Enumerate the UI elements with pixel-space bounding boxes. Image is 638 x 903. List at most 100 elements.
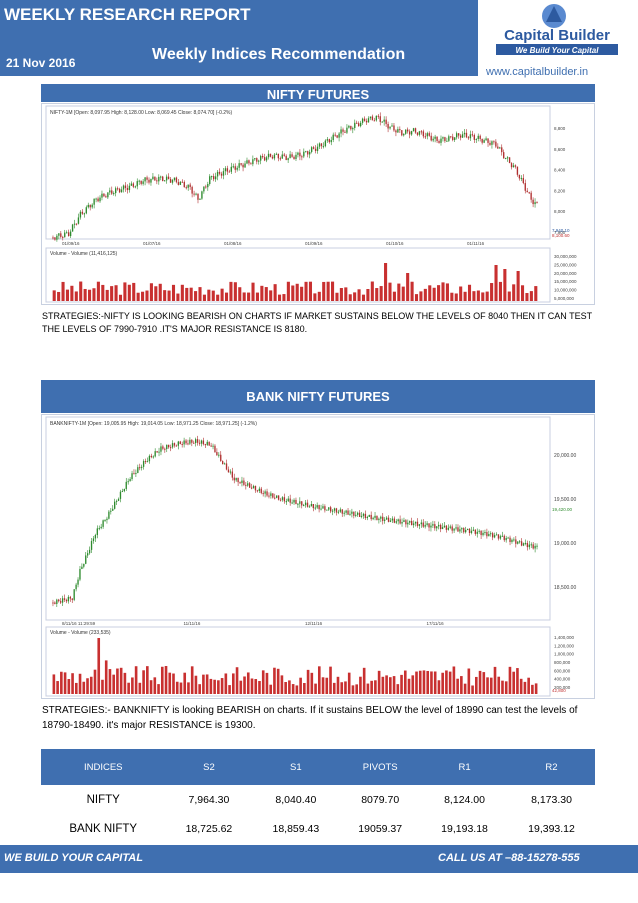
candle-body xyxy=(412,523,415,526)
axis-tick-label: 19,000.00 xyxy=(554,541,576,547)
candle-body xyxy=(492,533,494,538)
candle-body xyxy=(187,184,189,188)
volume-bar xyxy=(452,666,456,694)
candle-body xyxy=(101,193,103,198)
candle-body xyxy=(139,467,141,469)
volume-bar xyxy=(437,285,441,301)
axis-tick-label: 7,900 xyxy=(554,230,566,235)
candle-body xyxy=(119,491,122,499)
candle-body xyxy=(459,529,461,532)
candle-body xyxy=(444,137,446,142)
candle-body xyxy=(189,439,191,444)
volume-bar xyxy=(190,666,194,694)
candle-body xyxy=(196,439,199,443)
candle-body xyxy=(440,138,442,143)
candle-body xyxy=(163,180,166,182)
volume-bar xyxy=(70,285,74,301)
candle-body xyxy=(536,202,538,204)
candle-body xyxy=(353,511,355,516)
candle-body xyxy=(510,163,513,168)
candle-body xyxy=(399,129,401,131)
volume-bar xyxy=(123,282,127,301)
volume-bar xyxy=(194,675,198,694)
candle-body xyxy=(181,181,184,183)
volume-bar xyxy=(525,293,529,301)
candle-body xyxy=(85,555,87,564)
candle-body xyxy=(468,528,471,533)
price-tag: 7,940.10 xyxy=(552,228,570,233)
volume-bar xyxy=(264,287,268,301)
volume-bar xyxy=(153,677,157,694)
candle-body xyxy=(270,493,272,496)
volume-bar xyxy=(74,291,78,301)
candle-body xyxy=(81,211,84,214)
candle-body xyxy=(240,163,242,165)
candle-body xyxy=(87,204,89,208)
candle-body xyxy=(212,176,215,180)
volume-bar xyxy=(291,285,295,301)
date-tick-label: 01/09/16 xyxy=(305,241,323,246)
candle-body xyxy=(52,602,54,604)
candle-body xyxy=(166,444,168,450)
candle-body xyxy=(459,135,462,138)
volume-bar xyxy=(108,669,112,694)
volume-bar xyxy=(531,684,534,694)
volume-bar xyxy=(187,682,190,694)
candle-body xyxy=(263,157,266,161)
candle-body xyxy=(134,186,136,188)
candle-body xyxy=(316,505,318,508)
nifty-volume-bars xyxy=(52,263,538,301)
volume-bar xyxy=(202,674,205,694)
volume-bar xyxy=(88,289,92,301)
candle-body xyxy=(383,119,385,122)
table-cell: 8,124.00 xyxy=(444,793,485,806)
candle-body xyxy=(79,568,81,580)
volume-bar xyxy=(362,667,366,694)
volume-bar xyxy=(400,674,403,694)
volume-bar xyxy=(441,282,445,301)
axis-tick-label: 20,000,000 xyxy=(554,271,577,276)
axis-tick-label: 15,000,000 xyxy=(554,279,577,284)
candle-body xyxy=(281,154,283,159)
website-link[interactable]: www.capitalbuilder.in xyxy=(486,66,589,78)
volume-bar xyxy=(56,681,59,694)
candle-body xyxy=(175,445,178,447)
candle-body xyxy=(451,526,453,531)
volume-bar xyxy=(86,678,89,694)
volume-bar xyxy=(97,638,101,694)
volume-bar xyxy=(527,677,530,694)
volume-bar xyxy=(321,677,325,694)
volume-bar xyxy=(520,285,525,301)
candle-body xyxy=(112,508,114,511)
candle-body xyxy=(320,143,323,147)
candle-body xyxy=(488,533,490,537)
volume-bar xyxy=(238,287,242,301)
candle-body xyxy=(430,135,432,141)
candle-body xyxy=(320,508,322,510)
volume-bar xyxy=(497,676,501,694)
candle-body xyxy=(128,185,131,191)
candle-body xyxy=(293,156,295,159)
volume-bar xyxy=(149,283,153,301)
candle-body xyxy=(422,131,425,137)
candle-body xyxy=(191,439,193,443)
candle-body xyxy=(197,193,199,200)
candle-body xyxy=(162,446,164,449)
candle-body xyxy=(142,181,144,184)
candle-body xyxy=(122,185,125,190)
axis-tick-label: 1,400,000 xyxy=(554,635,575,640)
volume-bar xyxy=(317,291,321,301)
table-cell: BANK NIFTY xyxy=(69,822,138,835)
volume-bar xyxy=(384,263,388,301)
candle-body xyxy=(141,466,143,468)
candle-body xyxy=(358,512,361,517)
volume-bar xyxy=(445,283,449,301)
footer-phone[interactable]: CALL US AT –88-15278-555 xyxy=(438,852,580,864)
volume-bar xyxy=(251,282,255,301)
candle-body xyxy=(403,133,405,136)
header-bar-lower xyxy=(0,54,478,76)
volume-bar xyxy=(61,281,65,301)
volume-bar xyxy=(489,677,493,694)
candle-body xyxy=(422,522,424,527)
candle-body xyxy=(418,131,421,135)
